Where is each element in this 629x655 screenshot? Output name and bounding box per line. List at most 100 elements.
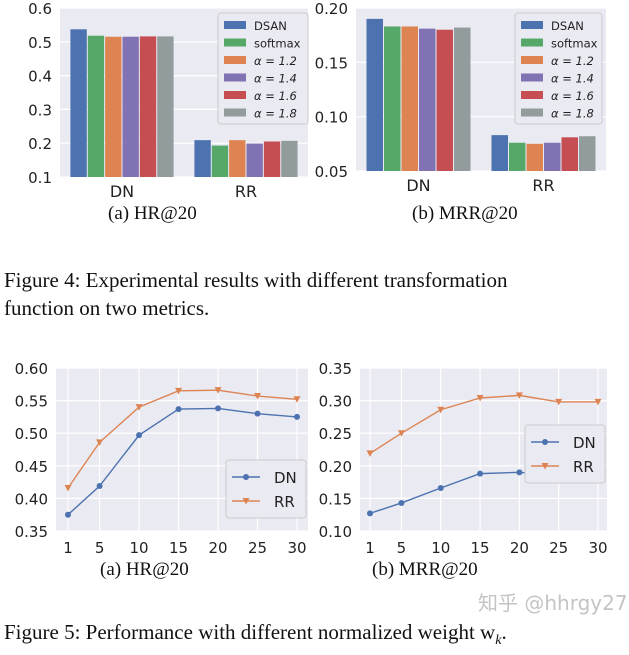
marker-dn [294, 413, 300, 420]
x-tick-label: 30 [287, 539, 306, 557]
x-tick-label: 15 [471, 539, 490, 557]
legend: DN RR [225, 459, 307, 519]
y-tick-label: 0.3 [28, 101, 52, 119]
bar-rr-4 [544, 142, 561, 171]
x-tick-label: RR [532, 176, 554, 195]
y-tick-label: 0.50 [15, 425, 48, 443]
y-tick-label: 0.20 [319, 458, 352, 476]
legend-swatch [224, 38, 246, 47]
legend-swatch [521, 108, 543, 117]
bar-dn-1 [366, 18, 383, 171]
legend: DSAN softmax α = 1.2 α = 1.4 α = 1.6 α = 1.8 [217, 12, 309, 125]
marker-dn [516, 469, 523, 476]
fig5-caption-subscript: k [495, 633, 502, 649]
legend-label: α = 1.2 [551, 54, 594, 68]
legend-swatch [521, 38, 543, 47]
y-tick-label: 0.2 [28, 135, 52, 153]
marker-rr [254, 393, 262, 400]
bar-dn-6 [454, 27, 471, 172]
legend-label: α = 1.8 [254, 107, 297, 121]
marker-rr [96, 439, 104, 446]
marker-rr [437, 406, 445, 414]
legend: DSAN softmax α = 1.2 α = 1.4 α = 1.6 α = 1.8 [514, 12, 603, 125]
marker-dn [65, 511, 71, 518]
watermark: 知乎 @hhrgy27 [478, 591, 628, 615]
marker-dn [215, 405, 222, 412]
marker-dn [136, 432, 143, 439]
chart-2: 0.05 0.10 0.15 0.20 DN RR DSAN softmax α = 1.2 α … [315, 0, 606, 195]
x-tick-label: 25 [549, 539, 568, 557]
x-tick-label: 1 [365, 539, 375, 557]
y-tick-label: 0.5 [28, 34, 52, 52]
bar-dn-3 [105, 36, 122, 178]
marker-rr [64, 484, 72, 492]
y-tick-label: 0.1 [28, 169, 52, 187]
y-tick-label: 0.35 [319, 360, 352, 378]
bar-rr-2 [509, 142, 526, 171]
legend-swatch [521, 56, 543, 64]
legend-label: α = 1.6 [551, 89, 594, 103]
fig4-subcaption-b: (b) MRR@20 [412, 203, 518, 224]
legend-label: DSAN [254, 19, 287, 33]
legend-label: RR [573, 458, 594, 476]
x-tick-label: 5 [95, 539, 105, 557]
marker-rr [397, 430, 405, 437]
legend-swatch [224, 91, 246, 99]
marker-rr [515, 392, 523, 399]
legend-marker [542, 439, 548, 445]
y-tick-label: 0.30 [319, 393, 352, 411]
bar-dn-4 [122, 36, 139, 178]
y-tick-label: 0.45 [15, 458, 48, 476]
legend-swatch [224, 21, 246, 29]
legend-swatch [224, 56, 246, 64]
bar-rr-6 [579, 136, 596, 171]
marker-rr [476, 394, 484, 402]
fig5-caption-end: . [501, 620, 507, 644]
legend-label: softmax [254, 37, 301, 51]
bar-dn-2 [384, 26, 401, 172]
y-tick-label: 0.55 [15, 393, 48, 411]
legend-swatch [224, 73, 246, 82]
marker-rr [175, 387, 183, 395]
x-tick-label: DN [406, 176, 430, 195]
y-tick-label: 0.15 [319, 490, 352, 508]
fig4-caption-line2: function on two metrics. [4, 296, 210, 320]
x-tick-label: 30 [588, 539, 607, 557]
bar-rr-3 [229, 140, 246, 177]
fig5-subcaption-b: (b) MRR@20 [372, 559, 478, 580]
marker-dn [96, 483, 103, 490]
legend-swatch [521, 91, 543, 99]
marker-dn [437, 484, 444, 491]
marker-rr [135, 404, 143, 411]
fig4-caption-line1: Figure 4: Experimental results with diff… [4, 268, 508, 292]
legend-label: DN [274, 469, 297, 487]
bar-rr-6 [281, 140, 298, 177]
legend-swatch [224, 108, 246, 117]
x-tick-label: 1 [63, 539, 73, 557]
y-tick-label: 0.6 [28, 0, 52, 18]
bar-rr-1 [194, 140, 211, 177]
bar-dn-2 [87, 35, 105, 177]
x-tick-label: 25 [248, 539, 267, 557]
bar-dn-3 [401, 26, 418, 172]
marker-rr [594, 398, 602, 406]
marker-rr [555, 398, 563, 406]
bar-dn-5 [436, 29, 453, 171]
bar-dn-4 [419, 28, 436, 171]
x-tick-label: DN [110, 182, 134, 201]
y-tick-label: 0.15 [315, 54, 348, 72]
y-tick-label: 0.35 [15, 523, 48, 541]
legend-swatch [521, 21, 543, 29]
bar-rr-5 [561, 137, 578, 171]
fig5-subcaption-a: (a) HR@20 [100, 559, 189, 580]
y-tick-label: 0.25 [319, 425, 352, 443]
legend: DN RR [524, 424, 606, 484]
bar-rr-2 [211, 145, 229, 177]
marker-dn [477, 470, 484, 477]
legend-label: α = 1.4 [254, 72, 297, 86]
legend-marker [242, 498, 250, 505]
marker-rr [293, 396, 301, 403]
legend-label: softmax [551, 37, 598, 51]
